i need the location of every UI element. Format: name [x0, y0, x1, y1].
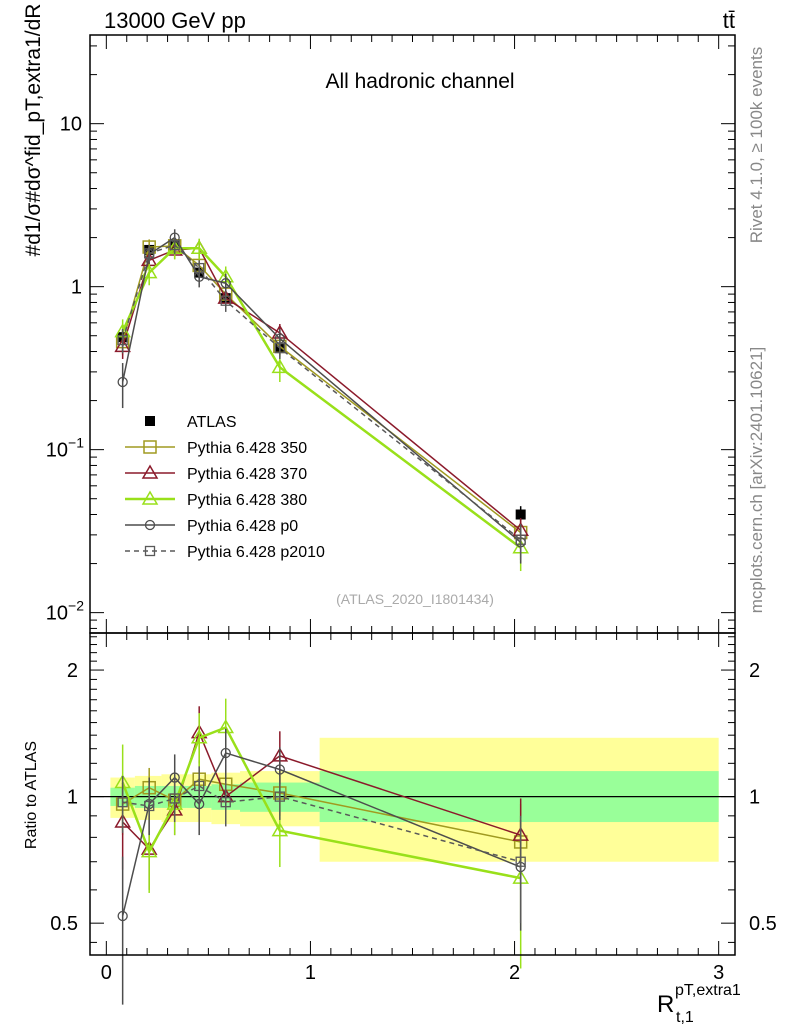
data-point — [117, 334, 128, 346]
data-point — [274, 342, 285, 354]
y-tick-label: 10−2 — [46, 598, 84, 625]
legend-marker — [141, 464, 159, 479]
y-tick-label-right: 2 — [749, 660, 760, 682]
data-point — [220, 797, 231, 808]
legend-label: Pythia 6.428 p2010 — [187, 544, 325, 561]
chart-title: All hadronic channel — [325, 70, 514, 93]
header-process-label: tt̄ — [723, 8, 735, 33]
data-point — [144, 248, 155, 259]
series-5 — [117, 236, 526, 561]
series-line — [121, 247, 522, 549]
x-axis-label-sup: pT,extra1 — [675, 982, 741, 999]
series-1 — [115, 238, 528, 548]
data-point — [194, 262, 205, 274]
legend-entry: Pythia 6.428 380 — [125, 490, 307, 509]
x-tick-label: 1 — [305, 962, 316, 984]
data-point — [271, 822, 289, 837]
y-tick-label: 0.5 — [50, 913, 78, 935]
y-tick-label-right: 1 — [749, 787, 760, 809]
data-point — [117, 910, 128, 922]
header-beam-label: 13000 GeV pp — [104, 8, 246, 33]
x-tick-label: 2 — [509, 962, 520, 984]
y-axis-label: #d1/σ#dσ^fid_pT,extra1/dR — [22, 4, 45, 257]
x-axis-label-main: R — [657, 991, 674, 1018]
legend-label: Pythia 6.428 350 — [187, 440, 307, 457]
main-panel: 10−2 10−1 1 10 All hadronic channel (ATLAS_… — [46, 34, 736, 634]
data-point — [515, 856, 526, 867]
data-point — [117, 797, 128, 808]
legend-label: ATLAS — [187, 414, 237, 431]
legend-entry: ATLAS — [145, 414, 237, 431]
legend-label: Pythia 6.428 p0 — [187, 518, 298, 535]
data-point — [515, 509, 526, 520]
data-point — [515, 534, 526, 545]
y-tick-label: 1 — [67, 787, 78, 809]
series-line — [121, 247, 522, 531]
legend-marker — [145, 416, 155, 426]
data-point — [190, 239, 208, 255]
legend-marker — [143, 440, 157, 454]
legend-marker — [144, 545, 156, 557]
series-line — [121, 245, 522, 534]
series-4 — [117, 766, 526, 924]
legend-entry: Pythia 6.428 p2010 — [125, 544, 325, 561]
data-point — [220, 295, 231, 306]
data-point — [220, 278, 231, 289]
data-point — [271, 358, 289, 374]
data-point — [274, 791, 285, 802]
y-axis-label-text: #d1/σ#dσ^fid_pT,extra1/dR — [22, 4, 45, 257]
ratio-y-axis-label: Ratio to ATLAS — [23, 741, 40, 849]
series-3 — [114, 238, 529, 572]
legend: ATLAS Pythia 6.428 350 Pythia 6.428 370 Pyt… — [125, 414, 325, 561]
ratio-panel: 0.5 0.5 1 1 2 2 0 1 2 3 — [50, 632, 777, 1005]
legend-marker — [141, 490, 159, 505]
x-tick-label: 3 — [713, 962, 724, 984]
data-point — [117, 376, 128, 388]
data-point — [140, 843, 158, 858]
y-tick-label: 10−1 — [46, 435, 84, 462]
data-point — [169, 239, 180, 251]
series-line — [121, 244, 522, 541]
y-tick-label: 2 — [67, 660, 78, 682]
legend-label: Pythia 6.428 380 — [187, 492, 307, 509]
series-line — [121, 236, 522, 543]
legend-entry: Pythia 6.428 350 — [125, 440, 307, 457]
series-4 — [117, 229, 526, 564]
mcplots-label: mcplots.cern.ch [arXiv:2401.10621] — [747, 347, 766, 613]
data-point — [169, 793, 180, 804]
data-point — [274, 764, 285, 775]
series-2 — [114, 239, 529, 546]
legend-entry: Pythia 6.428 p0 — [125, 518, 298, 535]
rivet-version-label: Rivet 4.1.0, ≥ 100k events — [747, 47, 766, 243]
data-point — [220, 747, 231, 759]
legend-label: Pythia 6.428 370 — [187, 466, 307, 483]
x-tick-label: 0 — [101, 962, 112, 984]
data-point — [190, 729, 208, 744]
legend-entry: Pythia 6.428 370 — [125, 464, 307, 483]
x-axis-label-sub: t,1 — [676, 1009, 694, 1024]
y-tick-label-right: 0.5 — [749, 913, 777, 935]
data-point — [194, 780, 205, 792]
legend-marker — [144, 519, 156, 531]
data-point — [144, 800, 155, 812]
analysis-watermark: (ATLAS_2020_I1801434) — [336, 591, 494, 607]
y-tick-label: 10 — [60, 114, 82, 136]
y-tick-label: 1 — [71, 277, 82, 299]
x-axis-label: R pT,extra1 t,1 — [657, 982, 741, 1024]
